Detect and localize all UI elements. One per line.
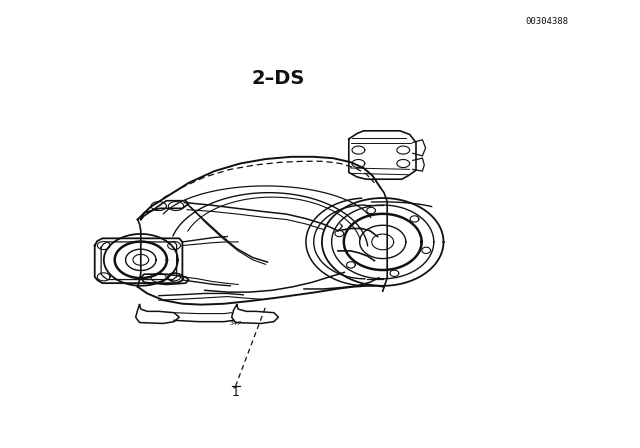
Text: 00304388: 00304388 <box>525 17 569 26</box>
Text: 1: 1 <box>232 385 239 399</box>
Text: 347: 347 <box>230 321 241 326</box>
Text: 2–DS: 2–DS <box>252 69 305 88</box>
